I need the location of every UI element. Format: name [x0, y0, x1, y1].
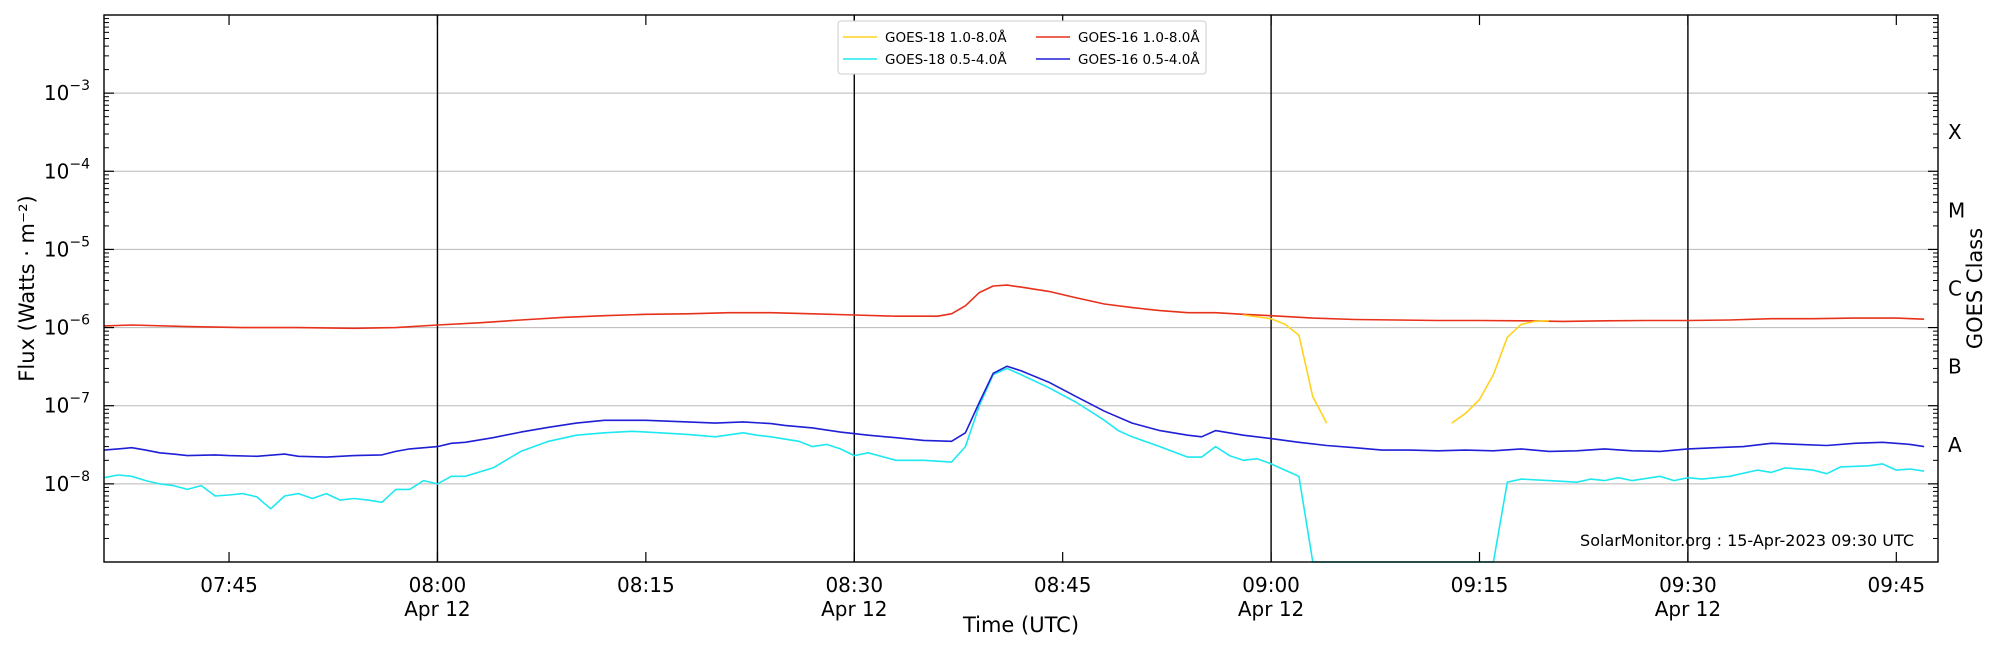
x-tick-date-label: Apr 12	[404, 597, 470, 621]
plot-frame	[103, 14, 1939, 563]
x-axis-title: Time (UTC)	[962, 613, 1079, 637]
x-tick-date-label: Apr 12	[1238, 597, 1304, 621]
series-line-goes-18-1-0-8-0	[1243, 314, 1550, 424]
goes-class-x: X	[1948, 120, 1962, 144]
series-line-goes-18-0-5-4-0	[103, 367, 1925, 563]
x-tick-label: 09:00	[1242, 573, 1300, 597]
x-tick-label: 09:15	[1451, 573, 1509, 597]
y-tick-label: 10−6	[44, 313, 90, 340]
x-tick-date-label: Apr 12	[1655, 597, 1721, 621]
goes-class-a: A	[1948, 433, 1962, 457]
date-marker-lines	[436, 15, 1689, 562]
y-tick-label: 10−5	[44, 234, 90, 261]
legend-label: GOES-16 0.5-4.0Å	[1078, 51, 1200, 68]
y-tick-label: 10−8	[44, 469, 90, 496]
legend-box	[837, 20, 1207, 75]
x-tick-label: 07:45	[200, 573, 258, 597]
legend-label: GOES-18 1.0-8.0Å	[885, 29, 1007, 46]
series-lines	[103, 284, 1925, 563]
series-line-goes-16-0-5-4-0	[103, 365, 1925, 458]
x-tick-label: 08:30	[825, 573, 883, 597]
legend-label: GOES-18 0.5-4.0Å	[885, 51, 1007, 68]
axis-ticks	[104, 15, 1938, 562]
x-tick-label: 08:00	[409, 573, 467, 597]
goes-class-labels: A B C M X	[1948, 120, 1965, 457]
y-tick-label: 10−3	[44, 78, 90, 105]
x-tick-date-label: Apr 12	[821, 597, 887, 621]
legend-label: GOES-16 1.0-8.0Å	[1078, 29, 1200, 46]
goes-class-c: C	[1948, 277, 1962, 301]
y-tick-labels: 10−8 10−7 10−6 10−5 10−4 10−3	[44, 78, 90, 496]
goes-class-b: B	[1948, 355, 1962, 379]
credit-text: SolarMonitor.org : 15-Apr-2023 09:30 UTC	[1580, 531, 1914, 550]
y-tick-label: 10−7	[44, 391, 90, 418]
grid-lines	[104, 92, 1938, 485]
x-tick-label: 08:15	[617, 573, 675, 597]
x-tick-label: 09:45	[1867, 573, 1925, 597]
goes-class-axis-title: GOES Class	[1963, 228, 1987, 349]
series-line-goes-16-1-0-8-0	[103, 284, 1925, 330]
x-tick-label: 09:30	[1659, 573, 1717, 597]
legend: GOES-18 1.0-8.0Å GOES-16 1.0-8.0Å GOES-18 …	[837, 20, 1207, 75]
y-tick-label: 10−4	[44, 156, 90, 183]
y-axis-title: Flux (Watts · m⁻²)	[15, 195, 39, 381]
goes-class-m: M	[1948, 198, 1965, 222]
x-tick-label: 08:45	[1034, 573, 1092, 597]
